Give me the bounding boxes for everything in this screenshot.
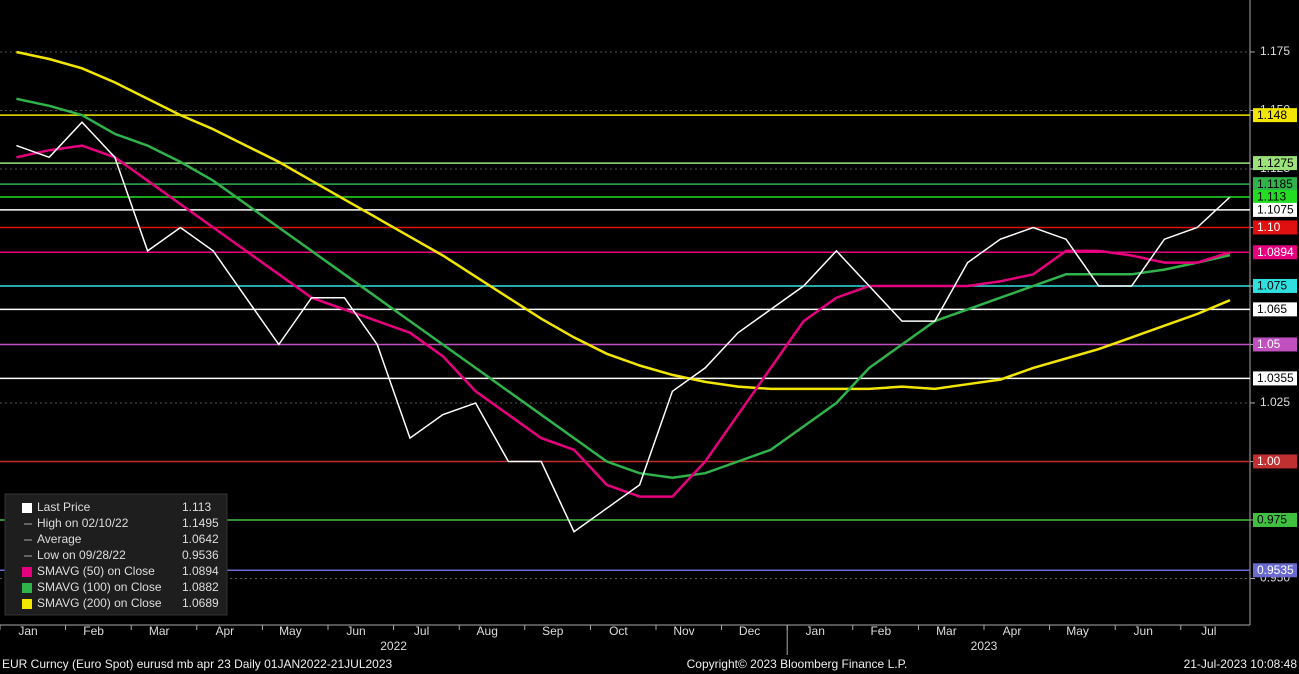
- legend-label: Average: [37, 532, 82, 546]
- level-box: [1253, 177, 1297, 192]
- level-box: [1253, 220, 1297, 235]
- level-label: 1.065: [1257, 302, 1287, 316]
- year-label: 2022: [380, 639, 407, 653]
- year-label: 2023: [971, 639, 998, 653]
- x-tick-label: Feb: [870, 624, 891, 638]
- legend-swatch: [22, 599, 32, 609]
- level-label: 1.1075: [1257, 203, 1294, 217]
- level-box: [1253, 512, 1297, 527]
- level-box: [1253, 245, 1297, 260]
- footer-right: 21-Jul-2023 10:08:48: [1184, 657, 1298, 671]
- sma-line: [16, 50, 1231, 391]
- level-box: [1253, 190, 1297, 205]
- level-box: [1253, 454, 1297, 469]
- x-tick-label: Oct: [609, 624, 628, 638]
- x-tick-label: Aug: [477, 624, 498, 638]
- x-tick-label: Mar: [149, 624, 170, 638]
- x-tick-label: Jul: [1201, 624, 1216, 638]
- level-label: 1.0355: [1257, 371, 1294, 385]
- legend-value: 1.0689: [182, 596, 219, 610]
- level-box: [1253, 337, 1297, 352]
- level-label: 1.1275: [1257, 156, 1294, 170]
- legend-value: 1.0882: [182, 580, 219, 594]
- legend-swatch: [22, 567, 32, 577]
- x-tick-label: Dec: [739, 624, 760, 638]
- x-tick-label: May: [1066, 624, 1089, 638]
- x-tick-label: May: [279, 624, 302, 638]
- legend-value: 1.113: [182, 500, 211, 514]
- level-label: 1.10: [1257, 220, 1281, 234]
- level-label: 1.05: [1257, 337, 1281, 351]
- footer-left: EUR Curncy (Euro Spot) eurusd mb apr 23 …: [2, 657, 393, 671]
- level-box: [1253, 108, 1297, 123]
- x-tick-label: Sep: [542, 624, 564, 638]
- level-box: [1253, 202, 1297, 217]
- x-tick-label: Jun: [1134, 624, 1153, 638]
- legend-box: [4, 493, 228, 616]
- level-label: 0.975: [1257, 513, 1287, 527]
- y-tick-label: 1.025: [1260, 395, 1290, 409]
- legend-label: SMAVG (200) on Close: [37, 596, 162, 610]
- x-tick-label: Apr: [1003, 624, 1022, 638]
- legend-swatch: [22, 583, 32, 593]
- footer-center: Copyright© 2023 Bloomberg Finance L.P.: [687, 657, 908, 671]
- legend-label: SMAVG (100) on Close: [37, 580, 162, 594]
- level-label: 1.0894: [1257, 245, 1294, 259]
- legend-label: High on 02/10/22: [37, 516, 129, 530]
- level-box: [1253, 371, 1297, 386]
- legend-value: 1.0642: [182, 532, 219, 546]
- x-tick-label: Jan: [806, 624, 825, 638]
- legend-label: Last Price: [37, 500, 91, 514]
- legend-label: SMAVG (50) on Close: [37, 564, 155, 578]
- y-tick-label: 1.175: [1260, 44, 1290, 58]
- level-label: 1.113: [1257, 190, 1286, 204]
- sma-line: [16, 144, 1231, 498]
- legend-value: 1.1495: [182, 516, 219, 530]
- x-tick-label: Apr: [215, 624, 234, 638]
- level-label: 1.148: [1257, 108, 1287, 122]
- level-box: [1253, 156, 1297, 171]
- price-line: [16, 121, 1231, 533]
- level-box: [1253, 278, 1297, 293]
- x-tick-label: Mar: [936, 624, 957, 638]
- level-box: [1253, 302, 1297, 317]
- level-label: 1.075: [1257, 279, 1287, 293]
- x-tick-label: Jun: [346, 624, 365, 638]
- x-tick-label: Nov: [673, 624, 694, 638]
- legend-swatch: [22, 503, 32, 513]
- legend-value: 1.0894: [182, 564, 219, 578]
- level-label: 1.00: [1257, 454, 1281, 468]
- level-label: 1.1185: [1257, 177, 1293, 191]
- legend-value: 0.9536: [182, 548, 219, 562]
- sma-line: [16, 97, 1231, 480]
- x-tick-label: Jul: [414, 624, 429, 638]
- x-tick-label: Jan: [18, 624, 37, 638]
- level-box: [1253, 563, 1297, 578]
- level-label: 0.9535: [1257, 563, 1294, 577]
- legend-label: Low on 09/28/22: [37, 548, 126, 562]
- x-tick-label: Feb: [83, 624, 104, 638]
